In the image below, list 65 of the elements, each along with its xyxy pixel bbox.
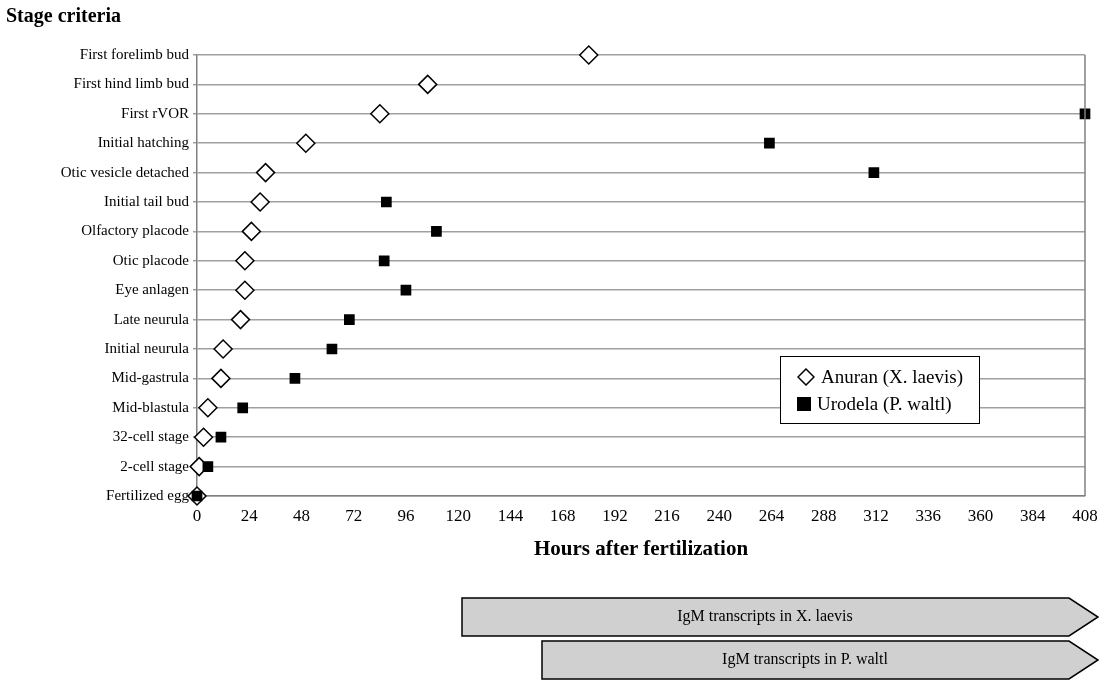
point — [198, 398, 218, 418]
legend-label: Anuran (X. laevis) — [820, 365, 963, 389]
point — [344, 314, 355, 325]
x-tick-label: 360 — [967, 505, 994, 525]
y-tick-label: Otic placode — [112, 251, 190, 268]
point — [215, 431, 227, 443]
point — [868, 167, 880, 178]
x-tick-label: 384 — [1020, 505, 1047, 525]
y-tick-label: Late neurula — [113, 310, 190, 327]
point — [237, 402, 249, 414]
point — [764, 137, 775, 149]
x-tick-label: 288 — [811, 505, 837, 525]
y-axis-title: Stage criteria — [6, 4, 121, 27]
x-tick-label: 96 — [397, 505, 415, 525]
x-tick-label: 72 — [345, 505, 363, 525]
x-tick-label: 24 — [240, 505, 259, 525]
point — [202, 461, 214, 472]
y-tick-label: Fertilized egg — [106, 486, 190, 503]
x-tick-label: 240 — [706, 505, 733, 525]
x-tick-label: 408 — [1072, 505, 1098, 525]
y-tick-label: Otic vesicle detached — [60, 163, 190, 180]
y-tick-label: 32-cell stage — [112, 428, 190, 445]
y-tick-label: Olfactory placode — [81, 222, 190, 239]
x-tick-label: 264 — [758, 505, 785, 525]
y-tick-label: Initial tail bud — [104, 192, 190, 209]
y-tick-label: Eye anlagen — [115, 281, 190, 298]
point — [370, 104, 390, 124]
point — [235, 251, 255, 271]
point — [213, 339, 233, 359]
point — [241, 221, 262, 242]
arrow-banner: IgM transcripts in P. waltl — [541, 640, 1099, 680]
point — [381, 196, 392, 208]
legend-label: Urodela (P. waltl) — [816, 392, 953, 416]
y-tick-label: First forelimb bud — [79, 45, 190, 62]
x-tick-label: 336 — [915, 505, 942, 525]
point — [417, 74, 438, 95]
y-tick-label: 2-cell stage — [120, 457, 190, 474]
point — [378, 255, 390, 267]
point — [400, 284, 412, 296]
point — [230, 309, 251, 330]
y-tick-label: Mid-gastrula — [111, 369, 190, 386]
y-tick-label: Mid-blastula — [112, 398, 190, 415]
point — [250, 192, 270, 212]
y-tick-label: Initial neurula — [104, 339, 190, 356]
x-axis-title: Hours after fertilization — [532, 536, 750, 561]
point — [579, 45, 599, 65]
point — [289, 373, 301, 384]
x-tick-label: 312 — [863, 505, 889, 525]
point — [235, 280, 255, 300]
point — [211, 368, 231, 389]
x-tick-label: 192 — [602, 505, 628, 525]
y-tick-label: First hind limb bud — [73, 75, 190, 92]
x-tick-label: 48 — [292, 505, 310, 525]
x-tick-label: 120 — [445, 505, 471, 525]
point — [255, 162, 276, 183]
point — [193, 427, 214, 447]
point — [431, 226, 442, 237]
x-tick-label: 144 — [497, 505, 524, 525]
x-tick-label: 168 — [549, 505, 576, 525]
point — [296, 133, 316, 153]
y-tick-label: Initial hatching — [97, 134, 190, 151]
x-tick-label: 216 — [654, 505, 680, 525]
x-tick-label: 0 — [192, 505, 202, 525]
arrow-banner: IgM transcripts in X. laevis — [461, 597, 1099, 637]
y-tick-label: First rVOR — [121, 104, 189, 121]
